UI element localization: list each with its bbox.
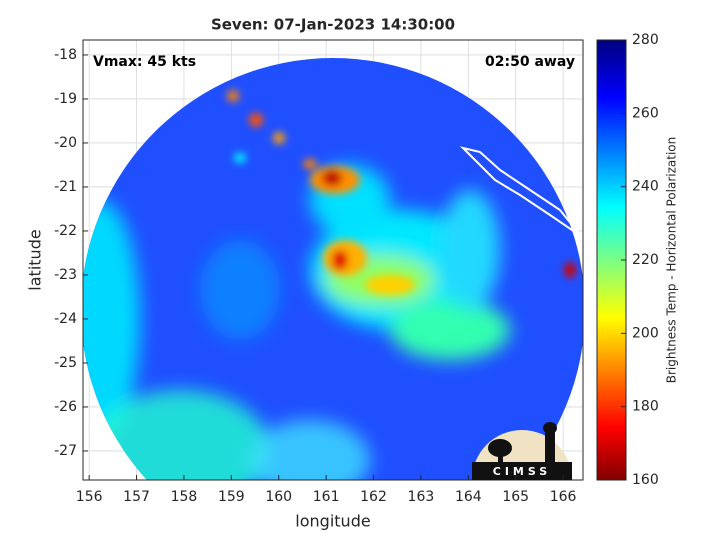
y-tick-label: -23 <box>54 267 77 283</box>
x-tick-label: 160 <box>265 489 292 505</box>
logo-text: CIMSS <box>493 465 551 478</box>
x-tick-label: 163 <box>408 489 435 505</box>
x-tick-label: 157 <box>123 489 150 505</box>
x-axis-label: longitude <box>295 512 370 531</box>
annotation: Vmax: 45 kts <box>93 54 196 70</box>
y-tick-label: -26 <box>54 399 77 415</box>
x-tick-label: 164 <box>455 489 482 505</box>
y-tick-label: -19 <box>54 91 77 107</box>
satellite-image <box>83 58 583 480</box>
x-tick-label: 159 <box>218 489 245 505</box>
colorbar-tick-label: 200 <box>632 325 659 341</box>
y-tick-label: -24 <box>54 311 77 327</box>
colorbar-tick-label: 160 <box>632 472 659 488</box>
y-tick-label: -21 <box>54 179 77 195</box>
logo: CIMSS <box>472 422 572 480</box>
x-tick-label: 156 <box>76 489 103 505</box>
x-tick-label: 162 <box>360 489 387 505</box>
y-axis-label: latitude <box>26 229 45 290</box>
colorbar-tick-label: 240 <box>632 179 659 195</box>
x-tick-label: 166 <box>550 489 577 505</box>
colorbar-tick-label: 280 <box>632 32 659 48</box>
x-tick-label: 161 <box>313 489 340 505</box>
colorbar-tick-label: 220 <box>632 252 659 268</box>
colorbar-label: Brightness Temp - Horizontal Polarizatio… <box>665 137 679 384</box>
colorbar-tick-label: 260 <box>632 105 659 121</box>
y-tick-label: -25 <box>54 355 77 371</box>
colorbar-tick-label: 180 <box>632 399 659 415</box>
y-tick-label: -27 <box>54 443 77 459</box>
y-tick-label: -22 <box>54 223 77 239</box>
y-tick-label: -18 <box>54 47 77 63</box>
annotation: 02:50 away <box>485 54 575 70</box>
y-tick-label: -20 <box>54 135 77 151</box>
x-tick-label: 158 <box>171 489 198 505</box>
chart-title: Seven: 07-Jan-2023 14:30:00 <box>211 16 455 34</box>
plot-frame <box>82 39 584 481</box>
x-tick-label: 165 <box>502 489 529 505</box>
